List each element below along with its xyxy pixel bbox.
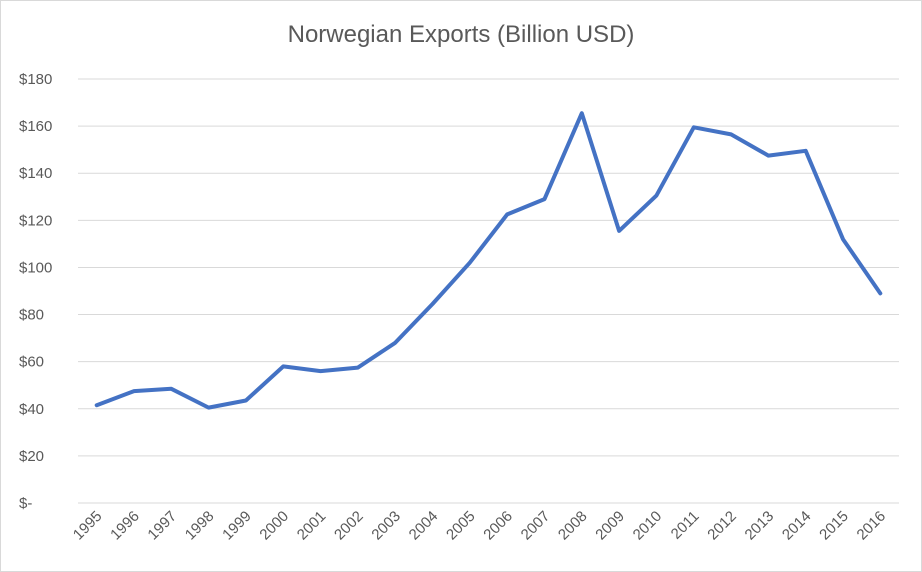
x-tick-label: 2015 <box>816 508 852 544</box>
y-axis-ticks: $- $20 $40 $60 $80 $100 $120 $140 $160 $180 <box>19 71 52 512</box>
x-tick-label: 2002 <box>331 508 367 544</box>
gridlines <box>78 78 899 504</box>
x-tick-label: 1997 <box>145 508 181 544</box>
y-tick-label: $180 <box>19 71 52 88</box>
y-tick-label: $100 <box>19 259 52 276</box>
x-tick-label: 2016 <box>854 508 890 544</box>
y-tick-label: $80 <box>19 307 44 324</box>
x-tick-label: 2014 <box>779 508 815 544</box>
y-tick-label: $60 <box>19 354 44 371</box>
x-tick-label: 2012 <box>704 508 740 544</box>
y-tick-label: $120 <box>19 212 52 229</box>
x-tick-label: 1998 <box>182 508 218 544</box>
x-tick-label: 2006 <box>480 508 516 544</box>
x-tick-label: 2008 <box>555 508 591 544</box>
series-line-0 <box>94 111 883 410</box>
x-tick-label: 2009 <box>592 508 628 544</box>
x-tick-label: 2000 <box>256 508 292 544</box>
y-tick-label: $- <box>19 495 32 512</box>
x-tick-label: 2001 <box>294 508 330 544</box>
x-tick-label: 2010 <box>630 508 666 544</box>
x-tick-label: 2004 <box>406 508 442 544</box>
x-tick-label: 2013 <box>742 508 778 544</box>
x-tick-label: 2005 <box>443 508 479 544</box>
x-tick-label: 2007 <box>518 508 554 544</box>
series-layer <box>94 111 883 410</box>
chart-title: Norwegian Exports (Billion USD) <box>287 21 635 48</box>
x-tick-label: 1995 <box>70 508 106 544</box>
y-tick-label: $20 <box>19 448 44 465</box>
x-tick-label: 2011 <box>668 508 703 543</box>
y-tick-label: $140 <box>19 165 52 182</box>
y-tick-label: $160 <box>19 118 52 135</box>
x-tick-label: 1999 <box>219 508 255 544</box>
y-tick-label: $40 <box>19 401 44 418</box>
x-tick-label: 2003 <box>368 508 404 544</box>
x-axis-ticks: 1995 1996 1997 1998 1999 2000 2001 2002 2003 2004… <box>70 508 889 544</box>
x-tick-label: 1996 <box>107 508 143 544</box>
